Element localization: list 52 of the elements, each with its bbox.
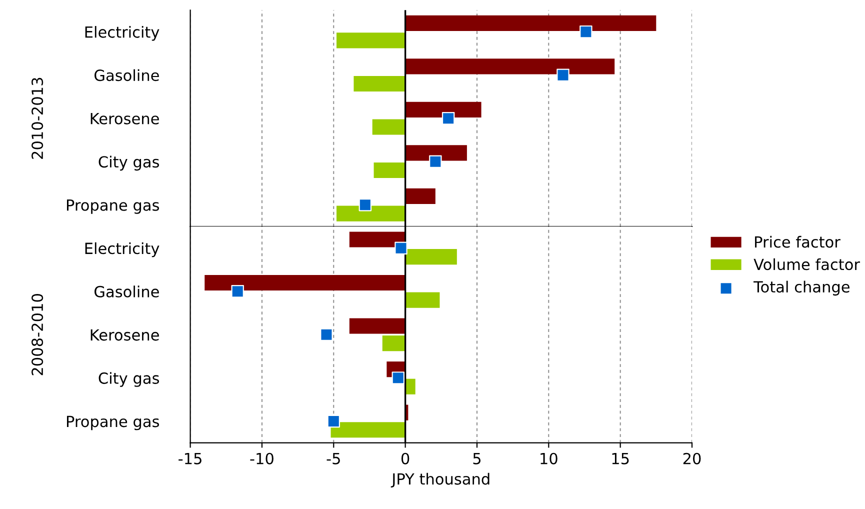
- x-tick-label: 10: [540, 452, 558, 464]
- bar: [405, 145, 467, 161]
- bar: [204, 274, 406, 291]
- bar: [336, 206, 406, 222]
- y-tick-label: Kerosene: [90, 113, 159, 124]
- bar: [405, 292, 440, 308]
- bar: [405, 102, 482, 118]
- bar: [405, 249, 457, 265]
- bar: [372, 119, 406, 135]
- legend-label: Price factor: [755, 236, 840, 248]
- bar: [405, 58, 615, 74]
- point: [429, 155, 442, 168]
- bar: [349, 232, 406, 248]
- x-axis-title: JPY thousand: [390, 472, 490, 488]
- point: [442, 112, 455, 125]
- x-tick-label: 20: [683, 452, 701, 464]
- y-tick-label: Gasoline: [94, 286, 159, 298]
- point: [320, 328, 333, 342]
- x-tick-label: 15: [612, 453, 629, 464]
- bar: [336, 32, 406, 48]
- x-tick-label: -15: [178, 453, 202, 464]
- bar: [354, 76, 406, 92]
- bar: [405, 188, 436, 204]
- y-tick-label: Kerosene: [90, 329, 159, 341]
- x-tick-label: -5: [326, 453, 340, 464]
- y-tick-label: City gas: [98, 372, 159, 387]
- point: [392, 372, 405, 384]
- y-tick-label: Propane gas: [66, 200, 159, 214]
- y-axis-title: 2010-2013: [32, 78, 44, 159]
- bar: [374, 162, 406, 178]
- x-tick-label: -10: [250, 452, 274, 464]
- legend-label: Total change: [754, 280, 850, 296]
- y-tick-label: Electricity: [85, 26, 160, 41]
- point: [327, 414, 340, 428]
- point: [394, 242, 408, 255]
- bar: [349, 318, 406, 334]
- x-tick-label: 5: [473, 453, 481, 464]
- legend-label: Volume factor: [754, 258, 860, 270]
- point: [358, 198, 372, 212]
- point: [231, 285, 244, 298]
- point: [556, 68, 570, 82]
- y-axis-title: 2008-2010: [32, 294, 44, 376]
- bar: [382, 336, 406, 352]
- y-tick-label: City gas: [98, 156, 159, 171]
- y-tick-label: Electricity: [85, 242, 160, 258]
- bar: [405, 378, 416, 394]
- point: [580, 25, 592, 38]
- bar: [330, 422, 406, 438]
- y-tick-label: Gasoline: [94, 69, 159, 82]
- x-tick-label: 0: [401, 452, 410, 464]
- y-tick-label: Propane gas: [66, 416, 159, 430]
- bar: [405, 15, 656, 31]
